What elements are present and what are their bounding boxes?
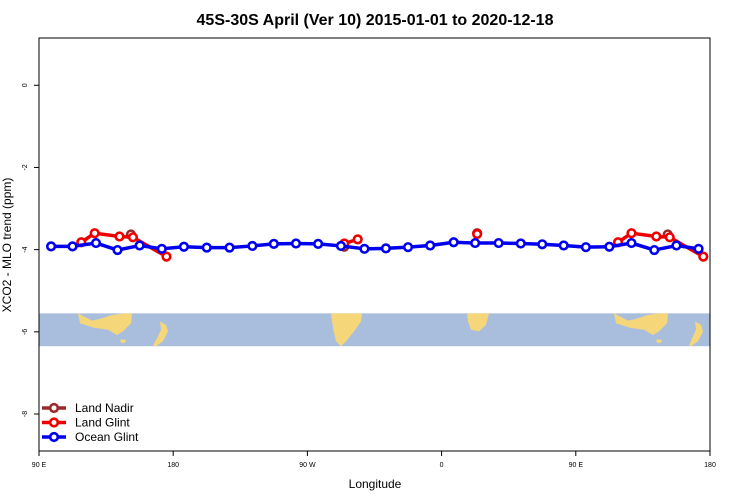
ocean-glint-point bbox=[268, 238, 279, 249]
chart-title: 45S-30S April (Ver 10) 2015-01-01 to 202… bbox=[197, 12, 554, 29]
x-tick-label: 90 W bbox=[299, 462, 316, 469]
ocean-glint-point bbox=[558, 240, 569, 251]
x-tick-label: 180 bbox=[167, 462, 179, 469]
ocean-glint-point bbox=[493, 237, 504, 249]
ocean-glint-point bbox=[178, 241, 190, 252]
ocean-glint-point bbox=[693, 243, 704, 254]
x-tick-label: 180 bbox=[704, 462, 716, 469]
landmass-7 bbox=[467, 313, 489, 332]
ocean-glint-point bbox=[604, 241, 615, 252]
ocean-glint-point bbox=[201, 242, 212, 253]
ocean-glint-line bbox=[51, 240, 699, 252]
land-glint-point bbox=[114, 231, 125, 242]
x-axis-label: Longitude bbox=[349, 477, 402, 491]
x-tick-label: 90 E bbox=[569, 462, 584, 469]
ocean-glint-point bbox=[247, 240, 258, 252]
legend-land-nadir-label: Land Nadir bbox=[75, 401, 134, 415]
legend-land-nadir-marker bbox=[48, 402, 60, 414]
x-axis: 90 E 180 90 W 0 90 E 180 bbox=[32, 451, 716, 469]
ocean-glint-point bbox=[335, 240, 347, 252]
ocean-glint-point bbox=[224, 242, 235, 253]
legend-land-glint-label: Land Glint bbox=[75, 416, 130, 430]
landmass-5 bbox=[689, 321, 703, 347]
ocean-glint-point bbox=[112, 244, 123, 256]
ocean-glint-point bbox=[45, 241, 57, 252]
ocean-glint-point bbox=[448, 237, 459, 248]
ocean-glint-point bbox=[134, 240, 145, 251]
land-glint-point bbox=[626, 228, 637, 239]
legend-ocean-glint-marker bbox=[48, 431, 60, 443]
y-tick-label: -8 bbox=[22, 411, 29, 417]
land-glint-point bbox=[352, 234, 363, 245]
legend-ocean-glint-label: Ocean Glint bbox=[75, 430, 139, 444]
x-tick-label: 0 bbox=[440, 462, 444, 469]
ocean-glint-point bbox=[380, 243, 392, 254]
landmass-3 bbox=[656, 339, 662, 343]
land-glint-point bbox=[664, 232, 675, 243]
ocean-glint-point bbox=[580, 242, 591, 253]
y-tick-label: -4 bbox=[22, 246, 29, 252]
ocean-glint-point bbox=[67, 241, 78, 252]
landmass-0 bbox=[78, 313, 132, 336]
land-glint-point bbox=[161, 251, 172, 262]
land-glint-point bbox=[472, 228, 483, 240]
x-tick-label: 90 E bbox=[32, 462, 47, 469]
land-glint-point bbox=[651, 231, 662, 242]
ocean-glint-point bbox=[515, 238, 526, 249]
landmass-6 bbox=[331, 313, 362, 347]
land-glint-point bbox=[698, 251, 709, 262]
y-axis: 0 -2 -4 -6 -8 bbox=[22, 83, 39, 417]
y-axis-label: XCO2 - MLO trend (ppm) bbox=[0, 178, 14, 313]
landmass-2 bbox=[120, 339, 126, 343]
ocean-glint-point bbox=[626, 237, 637, 249]
legend-land-glint-marker bbox=[48, 417, 60, 428]
ocean-glint-point bbox=[671, 240, 682, 251]
ocean-glint-point bbox=[359, 243, 370, 254]
y-tick-label: -2 bbox=[22, 164, 29, 170]
plot-frame bbox=[38, 37, 711, 452]
ocean-glint-point bbox=[156, 243, 167, 254]
world-map-strip bbox=[39, 313, 710, 347]
y-tick-label: 0 bbox=[22, 83, 29, 87]
landmass-1 bbox=[614, 313, 668, 336]
ocean-glint-point bbox=[313, 238, 324, 249]
ocean-band bbox=[39, 313, 710, 347]
y-tick-label: -6 bbox=[22, 329, 29, 335]
ocean-glint-point bbox=[470, 237, 481, 249]
ocean-glint-point bbox=[90, 237, 102, 249]
land-glint-point bbox=[89, 228, 100, 239]
ocean-glint-point bbox=[402, 242, 414, 253]
ocean-glint-point bbox=[649, 244, 660, 256]
ocean-glint-point bbox=[290, 238, 302, 249]
series-layer bbox=[45, 228, 709, 262]
landmass-4 bbox=[153, 321, 168, 347]
land-glint-point bbox=[127, 232, 139, 243]
ocean-glint-point bbox=[425, 240, 436, 251]
ocean-glint-point bbox=[537, 239, 548, 250]
